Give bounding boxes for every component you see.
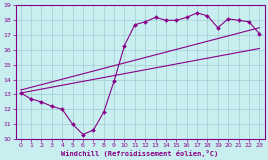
X-axis label: Windchill (Refroidissement éolien,°C): Windchill (Refroidissement éolien,°C) (61, 150, 219, 156)
